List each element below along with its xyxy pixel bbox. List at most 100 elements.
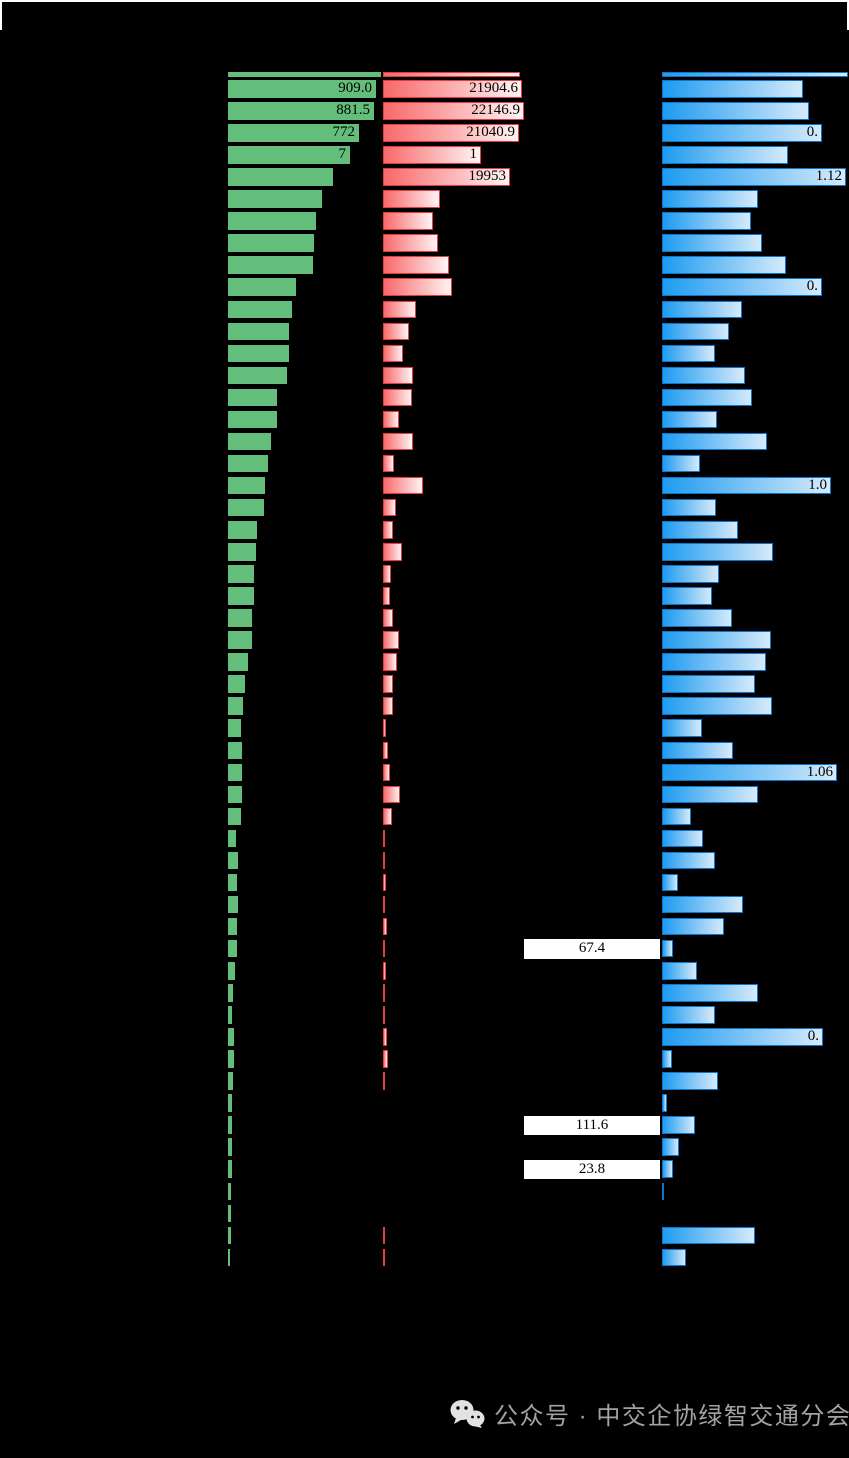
blue-bar-row-41	[662, 962, 697, 980]
blue-bar-row-30	[662, 719, 702, 737]
watermark: 公众号 · 中交企协绿智交通分会	[449, 1396, 849, 1431]
green-bar-row-53	[228, 1226, 231, 1245]
blue-bar-row-48	[662, 1116, 695, 1134]
green-bar-row-13	[228, 344, 289, 363]
red-bar-row-22	[383, 543, 402, 561]
red-bar-row-2	[383, 102, 524, 120]
red-bar-row-17	[383, 432, 413, 451]
blue-bar-row-46	[662, 1072, 718, 1090]
blue-bar-row-44	[662, 1028, 823, 1046]
blue-bar-row-15	[662, 388, 752, 407]
green-bar-row-6	[228, 190, 322, 208]
green-bar-row-22	[228, 543, 256, 561]
red-bar-row-31	[383, 741, 388, 759]
red-bar-row-5	[383, 168, 510, 186]
blue-bar-row-7	[662, 212, 751, 230]
red-bar-row-28	[383, 675, 393, 693]
blue-bar-row-20	[662, 498, 716, 517]
blue-bar-row-50	[662, 1160, 673, 1178]
blue-bar-row-13	[662, 344, 715, 363]
green-bar-row-12	[228, 322, 289, 341]
green-bar-row-48	[228, 1116, 232, 1134]
frame-top-line	[0, 0, 849, 2]
green-bar-row-39	[228, 917, 237, 936]
red-bar-row-1	[383, 80, 522, 98]
red-bar-row-41	[383, 962, 386, 980]
red-bar-row-26	[383, 631, 399, 649]
green-bar-row-1	[228, 80, 376, 98]
blue-bar-row-21	[662, 521, 738, 539]
green-bar-row-35	[228, 829, 236, 848]
red-bar-row-53	[383, 1226, 385, 1245]
wechat-icon	[450, 1400, 485, 1428]
green-bar-row-42	[228, 984, 233, 1002]
red-bar-row-6	[383, 190, 440, 208]
green-bar-row-26	[228, 631, 252, 649]
red-bar-row-36	[383, 851, 385, 870]
blue-bar-row-32	[662, 763, 837, 782]
blue-bar-row-47	[662, 1094, 667, 1112]
blue-bar-row-18	[662, 454, 700, 473]
blue-bar-row-23	[662, 565, 719, 583]
green-bar-row-23	[228, 565, 254, 583]
green-bar-row-52	[228, 1204, 231, 1223]
red-bar-row-32	[383, 763, 390, 782]
blue-bar-row-35	[662, 829, 703, 848]
blue-bar-row-39	[662, 917, 724, 936]
red-bar-row-39	[383, 917, 387, 936]
green-bar-row-36	[228, 851, 238, 870]
red-bar-row-4	[383, 146, 481, 164]
green-bar-row-11	[228, 300, 292, 318]
red-bar-label-row-2: 22146.9	[471, 103, 520, 119]
red-bar-label-row-4: 1	[469, 147, 478, 163]
blue-bar-row-28	[662, 675, 755, 693]
blue-bar-label-row-3: 0.	[806, 125, 818, 141]
green-bar-label-row-4: 7	[338, 147, 347, 163]
red-bar-row-11	[383, 300, 416, 318]
green-bar-row-5	[228, 168, 333, 186]
red-bar-row-0-clipped	[383, 72, 520, 77]
watermark-text: 公众号 · 中交企协绿智交通分会	[494, 1403, 849, 1430]
blue-bar-row-8	[662, 234, 762, 252]
green-bar-row-4	[228, 146, 350, 164]
data-label-box-row-48: 111.6	[524, 1115, 660, 1136]
green-bar-row-33	[228, 785, 242, 804]
red-bar-row-38	[383, 895, 385, 914]
green-bar-row-25	[228, 609, 252, 627]
red-bar-row-16	[383, 410, 399, 429]
red-bar-label-row-5: 19953	[468, 169, 507, 185]
blue-bar-row-36	[662, 851, 715, 870]
green-bar-row-14	[228, 366, 287, 385]
blue-bar-row-5	[662, 168, 846, 186]
green-bar-row-32	[228, 763, 242, 782]
red-bar-row-23	[383, 565, 391, 583]
blue-bar-row-29	[662, 697, 772, 715]
green-bar-row-47	[228, 1094, 232, 1112]
blue-bar-row-3	[662, 124, 822, 142]
blue-bar-row-16	[662, 410, 717, 429]
green-bar-row-54	[228, 1248, 230, 1267]
data-label-box-row-40: 67.4	[524, 939, 660, 959]
green-bar-row-19	[228, 476, 265, 495]
blue-bar-label-row-5: 1.12	[815, 169, 842, 185]
green-bar-row-10	[228, 278, 296, 296]
green-bar-label-row-3: 772	[332, 125, 356, 141]
green-bar-row-9	[228, 256, 313, 274]
blue-bar-row-19	[662, 476, 831, 495]
green-bar-label-row-1: 909.0	[338, 81, 372, 96]
green-bar-row-43	[228, 1006, 232, 1024]
red-bar-row-33	[383, 785, 400, 804]
blue-bar-row-40	[662, 939, 673, 958]
green-bar-row-30	[228, 719, 241, 737]
red-bar-row-20	[383, 498, 396, 517]
red-bar-row-3	[383, 124, 519, 142]
green-bar-row-37	[228, 873, 237, 892]
red-bar-row-45	[383, 1050, 388, 1068]
green-bar-row-24	[228, 587, 254, 605]
blue-bar-row-24	[662, 587, 712, 605]
blue-bar-label-row-19: 1.0	[808, 477, 827, 493]
blue-bar-row-37	[662, 873, 678, 892]
blue-bar-row-1	[662, 80, 803, 98]
blue-bar-row-22	[662, 543, 773, 561]
green-bar-row-41	[228, 962, 235, 980]
